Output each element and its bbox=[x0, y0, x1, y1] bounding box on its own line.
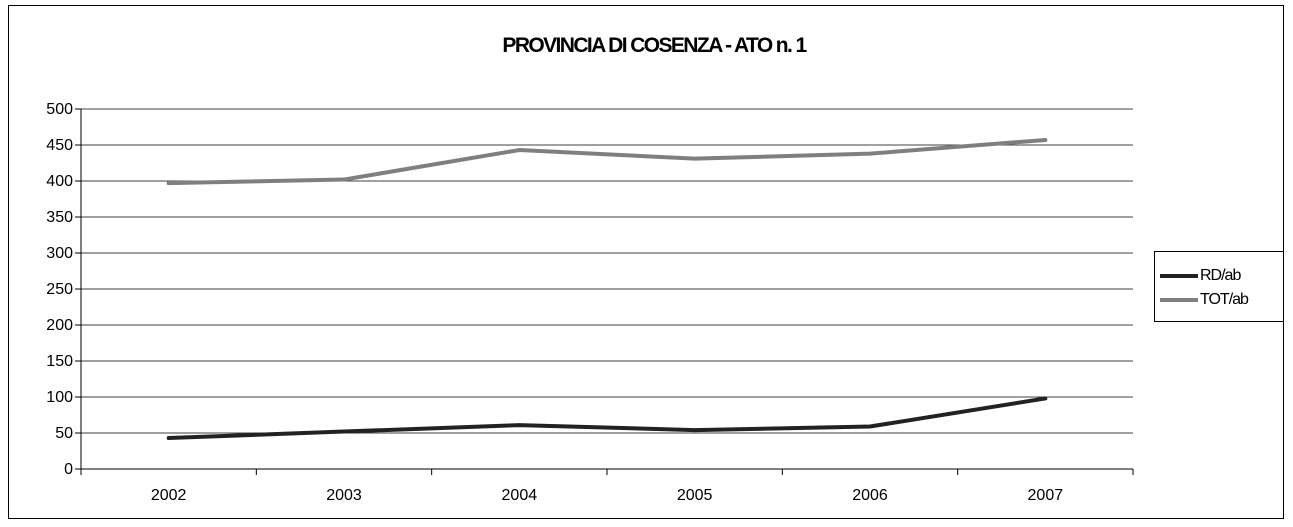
line-chart: PROVINCIA DI COSENZA - ATO n. 1 0 50 100 15… bbox=[46, 34, 1134, 504]
legend-swatch-rd bbox=[1160, 274, 1198, 278]
y-tick-label-150: 150 bbox=[46, 353, 73, 370]
x-tick-label-2004: 2004 bbox=[502, 487, 538, 504]
y-tick-label-400: 400 bbox=[46, 173, 73, 190]
chart-frame: PROVINCIA DI COSENZA - ATO n. 1 0 50 100 15… bbox=[8, 5, 1284, 519]
legend-label-tot: TOT/ab bbox=[1200, 291, 1249, 308]
axes bbox=[75, 108, 1134, 475]
y-axis-labels: 0 50 100 150 200 250 300 350 400 450 500 bbox=[46, 101, 73, 478]
y-tick-label-450: 450 bbox=[46, 137, 73, 154]
gridlines bbox=[81, 108, 1133, 434]
legend-item-rd: RD/ab bbox=[1155, 266, 1241, 286]
chart-title: PROVINCIA DI COSENZA - ATO n. 1 bbox=[502, 34, 807, 57]
y-tick-label-350: 350 bbox=[46, 209, 73, 226]
x-tick-label-2002: 2002 bbox=[151, 487, 187, 504]
y-tick-label-100: 100 bbox=[46, 389, 73, 406]
x-tick-label-2006: 2006 bbox=[852, 487, 888, 504]
y-tick-label-300: 300 bbox=[46, 245, 73, 262]
x-tick-label-2003: 2003 bbox=[326, 487, 362, 504]
y-tick-label-0: 0 bbox=[64, 461, 73, 478]
y-tick-label-500: 500 bbox=[46, 101, 73, 118]
legend-swatch-tot bbox=[1160, 298, 1198, 302]
x-tick-label-2007: 2007 bbox=[1028, 487, 1064, 504]
x-axis-labels: 2002 2003 2004 2005 2006 2007 bbox=[151, 487, 1063, 504]
x-tick-label-2005: 2005 bbox=[677, 487, 713, 504]
y-tick-label-200: 200 bbox=[46, 317, 73, 334]
series-line-tot-ab bbox=[166, 137, 1048, 186]
legend: RD/ab TOT/ab bbox=[1154, 251, 1284, 322]
series-lines bbox=[166, 137, 1048, 441]
series-line-rd-ab bbox=[166, 396, 1048, 441]
legend-item-tot: TOT/ab bbox=[1155, 290, 1249, 310]
legend-label-rd: RD/ab bbox=[1200, 267, 1241, 284]
y-tick-label-50: 50 bbox=[55, 425, 73, 442]
y-tick-label-250: 250 bbox=[46, 281, 73, 298]
